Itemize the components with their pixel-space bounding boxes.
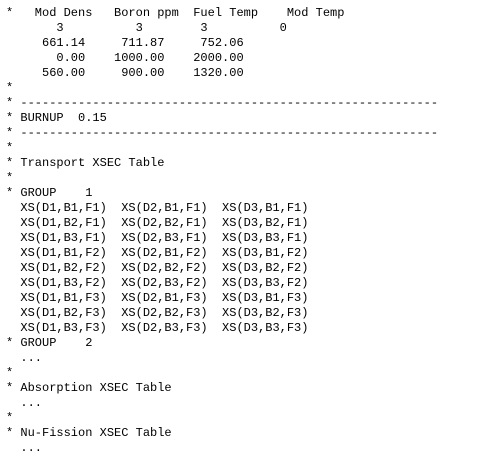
comment-line: * <box>6 171 14 185</box>
xs-row: XS(D1,B1,F3) XS(D2,B1,F3) XS(D3,B1,F3) <box>6 291 309 305</box>
ellipsis-line: ... <box>6 351 43 365</box>
xs-row: XS(D1,B1,F1) XS(D2,B1,F1) XS(D3,B1,F1) <box>6 201 309 215</box>
nu-fission-table-heading: * Nu-Fission XSEC Table <box>6 426 172 440</box>
xs-row: XS(D1,B3,F3) XS(D2,B3,F3) XS(D3,B3,F3) <box>6 321 309 335</box>
xs-row: XS(D1,B3,F1) XS(D2,B3,F1) XS(D3,B3,F1) <box>6 231 309 245</box>
comment-line: * <box>6 141 14 155</box>
fuel-temp-values-line: 560.00 900.00 1320.00 <box>6 66 244 80</box>
xs-row: XS(D1,B2,F3) XS(D2,B2,F3) XS(D3,B2,F3) <box>6 306 309 320</box>
xs-row: XS(D1,B1,F2) XS(D2,B1,F2) XS(D3,B1,F2) <box>6 246 309 260</box>
separator-line: * --------------------------------------… <box>6 96 439 110</box>
ellipsis-line: ... <box>6 441 43 455</box>
ellipsis-line: ... <box>6 396 43 410</box>
separator-line: * --------------------------------------… <box>6 126 439 140</box>
mod-dens-values-line: 661.14 711.87 752.06 <box>6 36 244 50</box>
group-2-heading: * GROUP 2 <box>6 336 93 350</box>
boron-values-line: 0.00 1000.00 2000.00 <box>6 51 244 65</box>
comment-line: * <box>6 366 14 380</box>
code-listing: * Mod Dens Boron ppm Fuel Temp Mod Temp … <box>6 6 438 456</box>
absorption-table-heading: * Absorption XSEC Table <box>6 381 172 395</box>
burnup-line: * BURNUP 0.15 <box>6 111 107 125</box>
comment-line: * <box>6 411 14 425</box>
dimension-counts-line: 3 3 3 0 <box>6 21 287 35</box>
xs-row: XS(D1,B3,F2) XS(D2,B3,F2) XS(D3,B3,F2) <box>6 276 309 290</box>
transport-table-heading: * Transport XSEC Table <box>6 156 165 170</box>
xs-row: XS(D1,B2,F2) XS(D2,B2,F2) XS(D3,B2,F2) <box>6 261 309 275</box>
comment-line: * <box>6 81 14 95</box>
group-1-heading: * GROUP 1 <box>6 186 93 200</box>
xs-row: XS(D1,B2,F1) XS(D2,B2,F1) XS(D3,B2,F1) <box>6 216 309 230</box>
header-comment-line: * Mod Dens Boron ppm Fuel Temp Mod Temp <box>6 6 345 20</box>
